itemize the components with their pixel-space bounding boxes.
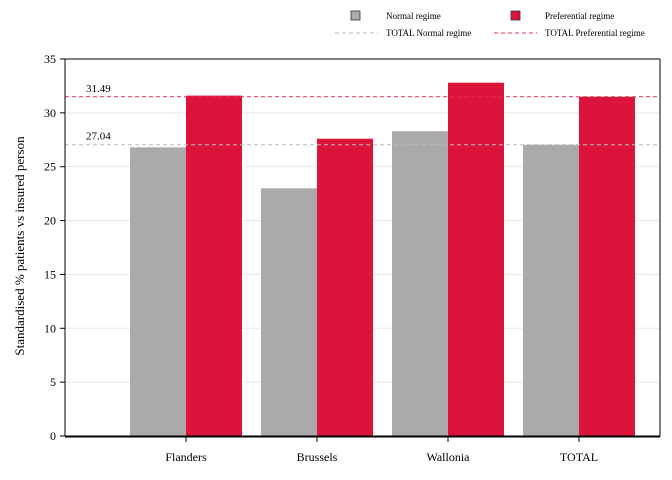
plot-frame xyxy=(64,58,661,437)
legend-label-normal: Normal regime xyxy=(386,11,441,21)
legend-label-total-preferential: TOTAL Preferential regime xyxy=(545,28,645,38)
x-tick-label: Flanders xyxy=(165,450,207,464)
y-tick-label: 25 xyxy=(44,160,56,174)
bar-preferential-wallonia xyxy=(448,82,504,436)
legend-swatch-preferential xyxy=(510,10,521,21)
y-tick-label: 30 xyxy=(44,106,56,120)
bar-normal-total xyxy=(523,144,579,436)
bar-preferential-total xyxy=(579,96,635,437)
y-axis-title: Standardised % patients vs insured perso… xyxy=(12,136,27,356)
y-tick-label: 15 xyxy=(44,267,56,281)
legend-label-total-normal: TOTAL Normal regime xyxy=(386,28,471,38)
legend-label-preferential: Preferential regime xyxy=(545,11,614,21)
y-tick-label: 5 xyxy=(50,375,56,389)
bar-preferential-flanders xyxy=(186,95,242,436)
x-tick-label: TOTAL xyxy=(560,450,598,464)
legend-swatch-normal xyxy=(350,10,361,21)
y-tick-label: 10 xyxy=(44,321,56,335)
ref-line-label: 31.49 xyxy=(86,83,111,95)
x-tick-label: Brussels xyxy=(297,450,338,464)
bar-normal-wallonia xyxy=(392,131,448,436)
x-tick-label: Wallonia xyxy=(426,450,470,464)
y-tick-label: 0 xyxy=(50,429,56,443)
bar-preferential-brussels xyxy=(317,138,373,437)
y-tick-label: 35 xyxy=(44,52,56,66)
y-tick-label: 20 xyxy=(44,214,56,228)
bar-normal-brussels xyxy=(261,188,317,436)
legend: Normal regime Preferential regime TOTAL … xyxy=(335,10,645,38)
bar-normal-flanders xyxy=(130,147,186,436)
ref-line-label: 27.04 xyxy=(86,131,111,143)
